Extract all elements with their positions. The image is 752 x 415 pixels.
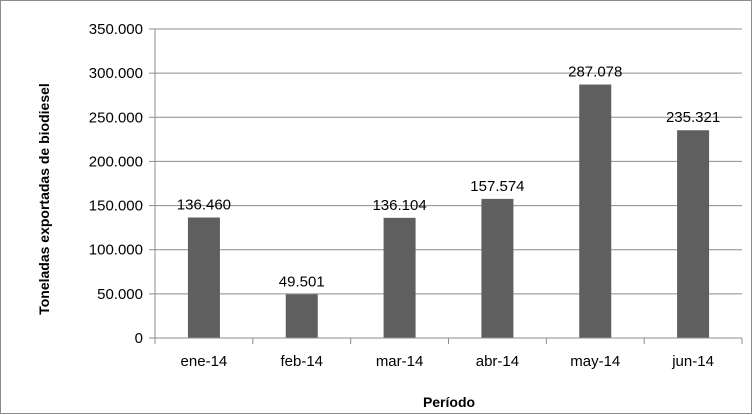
y-tick-label: 250.000 <box>89 109 143 126</box>
y-tick-label: 150.000 <box>89 198 143 215</box>
y-axis-title: Toneladas exportadas de biodiesel <box>36 83 52 315</box>
x-tick-label: mar-14 <box>376 353 424 370</box>
x-tick-label: feb-14 <box>280 353 323 370</box>
y-tick-label: 200.000 <box>89 153 143 170</box>
x-axis-title: Período <box>423 394 475 410</box>
bar-abr-14 <box>481 198 514 338</box>
y-tick-label: 350.000 <box>89 21 143 38</box>
x-tick-label: jun-14 <box>671 353 714 370</box>
y-tick-label: 0 <box>135 330 143 347</box>
bar-feb-14 <box>285 294 318 338</box>
axes <box>149 28 743 344</box>
x-tick-label: ene-14 <box>181 353 228 370</box>
y-tick-label: 300.000 <box>89 65 143 82</box>
gridlines <box>155 28 742 295</box>
data-label-feb-14: 49.501 <box>279 273 325 290</box>
data-labels: 136.460 49.501 136.104 157.574 287.078 235.32… <box>177 64 720 291</box>
y-tick-label: 100.000 <box>89 242 143 259</box>
bar-may-14 <box>579 84 612 338</box>
x-tick-label: abr-14 <box>476 353 519 370</box>
bar-jun-14 <box>677 130 710 338</box>
x-tick-labels: ene-14 feb-14 mar-14 abr-14 may-14 jun-14 <box>181 353 714 370</box>
y-tick-label: 50.000 <box>97 286 143 303</box>
data-label-mar-14: 136.104 <box>372 197 426 214</box>
data-label-ene-14: 136.460 <box>177 197 231 214</box>
data-label-abr-14: 157.574 <box>470 178 524 195</box>
y-tick-labels: 0 50.000 100.000 150.000 200.000 250.000 300.0… <box>89 21 143 347</box>
bar-mar-14 <box>383 217 416 338</box>
bars <box>187 84 710 338</box>
x-tick-label: may-14 <box>570 353 620 370</box>
data-label-may-14: 287.078 <box>568 64 622 81</box>
data-label-jun-14: 235.321 <box>666 109 720 126</box>
bar-ene-14 <box>187 217 220 338</box>
